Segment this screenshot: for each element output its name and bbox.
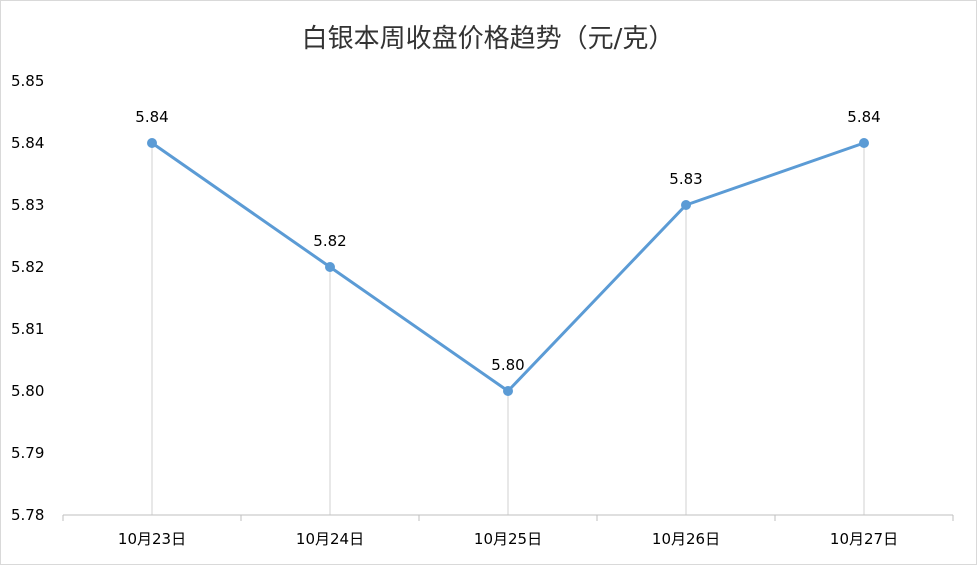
x-axis: 10月23日 10月24日 10月25日 10月26日 10月27日 [62, 514, 954, 548]
data-label: 5.83 [669, 170, 702, 188]
x-tick-label: 10月26日 [652, 530, 720, 548]
y-tick-label: 5.85 [11, 72, 44, 90]
y-tick-label: 5.83 [11, 196, 44, 214]
chart-title: 白银本周收盘价格趋势（元/克） [302, 24, 675, 54]
y-tick-label: 5.79 [11, 444, 44, 462]
y-tick-label: 5.84 [11, 134, 44, 152]
data-point [503, 386, 513, 396]
x-tick-label: 10月27日 [830, 530, 898, 548]
data-label: 5.84 [847, 108, 880, 126]
y-tick-label: 5.80 [11, 382, 44, 400]
drop-lines [151, 143, 865, 515]
data-label: 5.84 [135, 108, 168, 126]
data-point [325, 262, 335, 272]
data-labels: 5.84 5.82 5.80 5.83 5.84 [135, 108, 880, 374]
y-tick-label: 5.78 [11, 506, 44, 524]
series-line [150, 141, 866, 393]
data-point [859, 138, 869, 148]
y-axis: 5.78 5.79 5.80 5.81 5.82 5.83 5.84 5.85 [11, 72, 44, 524]
y-tick-label: 5.82 [11, 258, 44, 276]
data-label: 5.80 [491, 356, 524, 374]
x-tick-label: 10月25日 [474, 530, 542, 548]
data-label: 5.82 [313, 232, 346, 250]
data-point [147, 138, 157, 148]
series-layer [147, 138, 869, 396]
y-tick-label: 5.81 [11, 320, 44, 338]
x-tick-label: 10月23日 [118, 530, 186, 548]
data-point [681, 200, 691, 210]
x-tick-label: 10月24日 [296, 530, 364, 548]
